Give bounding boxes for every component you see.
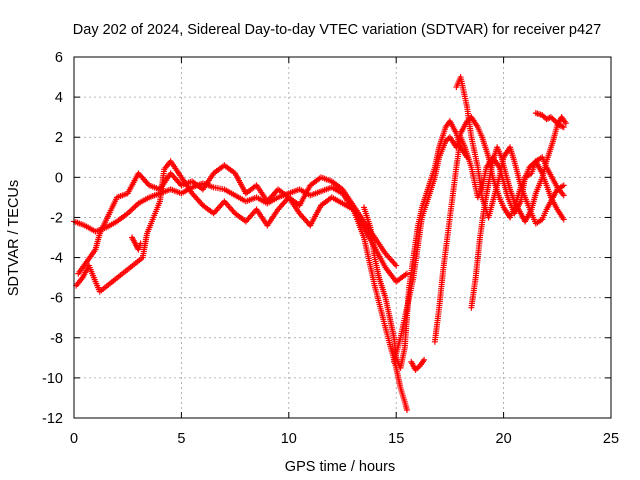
x-tick-label: 10 (281, 431, 297, 447)
chart-title: Day 202 of 2024, Sidereal Day-to-day VTE… (73, 22, 601, 38)
data-point (137, 240, 144, 247)
series-track-c (73, 158, 410, 413)
x-tick-label: 20 (496, 431, 512, 447)
y-tick-labels: -12 -10 -8 -6 -4 -2 0 2 4 6 (42, 50, 63, 427)
y-tick-label: -12 (42, 411, 63, 427)
x-tick-label: 25 (603, 431, 619, 447)
x-axis-label: GPS time / hours (285, 459, 395, 475)
y-axis-label: SDTVAR / TECUs (6, 180, 22, 296)
data-point (421, 356, 428, 363)
y-tick-label: 0 (55, 170, 63, 186)
axis-ticks (73, 56, 612, 419)
y-tick-label: -4 (50, 251, 63, 267)
data-points (71, 74, 569, 413)
data-point (560, 124, 567, 131)
data-point (403, 406, 410, 413)
series-track-b (75, 162, 400, 277)
series-track-h (468, 114, 569, 311)
plot-frame (73, 56, 612, 419)
series-track-e (391, 114, 567, 365)
series-track-i (532, 110, 567, 131)
y-tick-label: -6 (50, 291, 63, 307)
y-tick-label: 2 (55, 130, 63, 146)
x-tick-label: 5 (177, 431, 185, 447)
data-point (560, 216, 567, 223)
y-tick-label: 6 (55, 50, 63, 66)
y-tick-label: -8 (50, 331, 63, 347)
data-point (562, 120, 569, 127)
data-point (560, 182, 567, 189)
y-tick-label: -2 (50, 210, 63, 226)
series-track-k (128, 234, 144, 253)
data-point (393, 262, 400, 269)
y-tick-label: 4 (55, 90, 63, 106)
x-tick-labels: 0 5 10 15 20 25 (70, 431, 619, 447)
data-point (560, 192, 567, 199)
data-point (403, 270, 410, 277)
grid-lines (74, 57, 611, 418)
series-track-j (408, 356, 428, 373)
y-tick-label: -10 (42, 371, 63, 387)
x-tick-label: 0 (70, 431, 78, 447)
x-tick-label: 15 (388, 431, 404, 447)
